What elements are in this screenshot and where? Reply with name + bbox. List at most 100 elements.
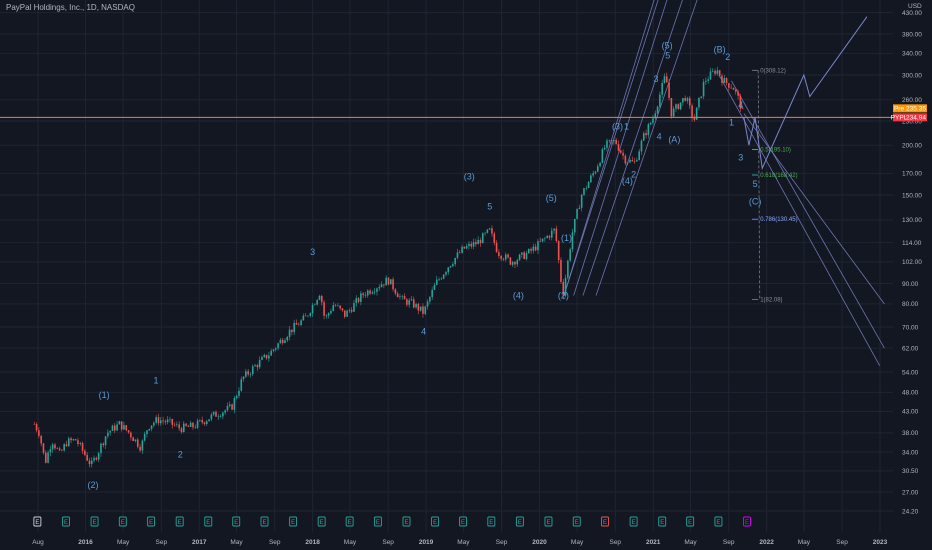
- earnings-marker-label: E: [660, 520, 664, 526]
- earnings-marker[interactable]: [90, 516, 99, 527]
- candle-body: [548, 235, 551, 238]
- x-tick-label: Sep: [836, 539, 848, 546]
- candle-body: [159, 420, 162, 424]
- candle-body: [182, 423, 185, 433]
- wave-label: (4): [622, 176, 633, 186]
- candle-body: [553, 228, 555, 231]
- candle-body: [603, 147, 606, 150]
- fib-trend-line: [757, 70, 761, 300]
- candle-body: [192, 422, 194, 428]
- candle-body: [111, 425, 114, 431]
- earnings-marker[interactable]: [714, 516, 723, 527]
- earnings-marker[interactable]: [373, 516, 382, 527]
- candle-body: [576, 208, 578, 219]
- x-tick-label: May: [684, 539, 697, 546]
- wave-label: 4: [738, 100, 743, 110]
- candle-body: [739, 95, 742, 109]
- wave-label: 3: [738, 153, 743, 163]
- y-tick-label: 80.00: [902, 301, 919, 308]
- candle-body: [81, 443, 84, 451]
- candle-body: [488, 228, 491, 230]
- earnings-marker[interactable]: [431, 516, 440, 527]
- candle-body: [410, 299, 413, 301]
- x-tick-label: May: [117, 539, 130, 546]
- candle-body: [44, 452, 47, 463]
- earnings-marker[interactable]: [175, 516, 184, 527]
- candle-body: [169, 418, 171, 420]
- earnings-marker[interactable]: [601, 516, 609, 527]
- candle-body: [709, 71, 712, 80]
- candle-body: [555, 228, 558, 241]
- earnings-marker[interactable]: [544, 516, 553, 527]
- candle-body: [77, 440, 79, 444]
- candle-body: [362, 293, 364, 296]
- earnings-marker[interactable]: [118, 516, 127, 527]
- candle-body: [606, 140, 608, 148]
- candle-body: [325, 315, 328, 317]
- earnings-marker[interactable]: [515, 516, 524, 527]
- earnings-marker[interactable]: [260, 516, 269, 527]
- candle-body: [592, 173, 594, 176]
- symbol-title[interactable]: PayPal Holdings, Inc., 1D, NASDAQ: [6, 3, 135, 12]
- earnings-marker[interactable]: [345, 516, 354, 527]
- earnings-marker[interactable]: [232, 516, 241, 527]
- candle-body: [583, 188, 585, 195]
- candle-body: [498, 252, 500, 256]
- candle-body: [125, 425, 128, 431]
- candle-body: [521, 252, 523, 255]
- x-tick-label: May: [457, 539, 470, 546]
- wave-label: (3): [464, 172, 475, 182]
- candle-body: [56, 448, 59, 449]
- x-tick-label: May: [230, 539, 243, 546]
- earnings-marker-label: E: [206, 520, 210, 526]
- candle-body: [130, 432, 132, 438]
- candle-body: [684, 98, 686, 101]
- earnings-marker[interactable]: [317, 516, 326, 527]
- candle-body: [72, 439, 75, 441]
- candle-body: [656, 106, 659, 114]
- candle-body: [741, 108, 744, 110]
- earnings-marker[interactable]: [629, 516, 638, 527]
- candle-body: [468, 243, 470, 247]
- x-tick-label: 2021: [646, 539, 661, 546]
- earnings-marker[interactable]: [147, 516, 156, 527]
- candle-body: [392, 279, 394, 290]
- candle-body: [403, 295, 406, 300]
- candle-body: [615, 140, 617, 144]
- candle-body: [693, 117, 696, 120]
- candle-body: [334, 305, 337, 306]
- candle-body: [645, 133, 647, 136]
- candle-body: [546, 235, 548, 238]
- earnings-marker[interactable]: [572, 516, 581, 527]
- candle-body: [659, 94, 661, 107]
- candle-body: [369, 290, 371, 294]
- earnings-marker[interactable]: [62, 516, 70, 527]
- candle-body: [452, 264, 454, 267]
- earnings-marker[interactable]: [743, 516, 751, 527]
- candle-body: [42, 443, 45, 453]
- currency-label: USD: [908, 3, 922, 10]
- candle-body: [601, 149, 604, 163]
- candle-body: [316, 299, 318, 305]
- candle-body: [93, 457, 95, 461]
- earnings-marker[interactable]: [289, 516, 298, 527]
- candle-body: [143, 433, 146, 441]
- earnings-marker[interactable]: [686, 516, 695, 527]
- wave-label: (4): [513, 291, 524, 301]
- candle-body: [373, 291, 376, 293]
- candle-body: [63, 444, 65, 451]
- candle-body: [412, 299, 415, 308]
- earnings-marker[interactable]: [487, 516, 496, 527]
- candle-body: [567, 260, 569, 278]
- earnings-marker[interactable]: [658, 516, 667, 527]
- earnings-marker[interactable]: [459, 516, 467, 527]
- earnings-marker[interactable]: [402, 516, 411, 527]
- candle-body: [38, 430, 40, 436]
- candle-body: [417, 303, 420, 311]
- candle-body: [153, 422, 155, 426]
- candle-body: [366, 290, 369, 296]
- channel-line: [573, 0, 668, 296]
- earnings-marker[interactable]: [33, 516, 42, 527]
- earnings-marker[interactable]: [204, 516, 213, 527]
